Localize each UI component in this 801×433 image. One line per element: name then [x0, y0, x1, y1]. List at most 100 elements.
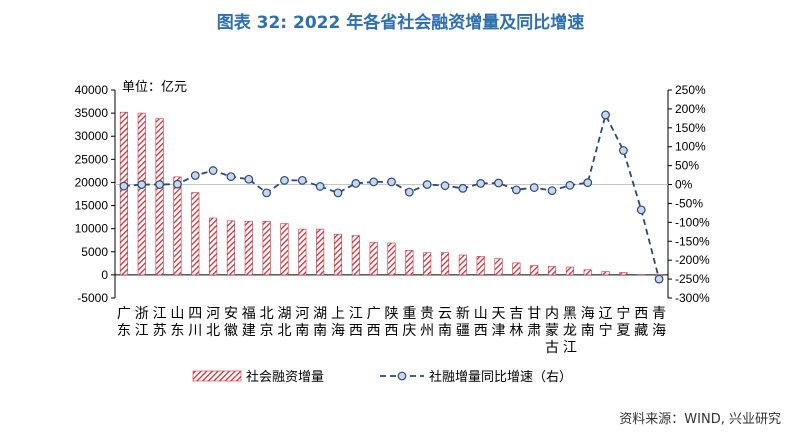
bar	[333, 233, 343, 276]
category-label: 山西	[474, 306, 488, 339]
category-label: 山东	[170, 306, 184, 339]
category-label: 天津	[492, 306, 506, 339]
growth-point	[458, 183, 468, 193]
growth-point	[529, 183, 539, 192]
growth-point	[476, 179, 486, 188]
bar	[405, 250, 414, 276]
growth-point	[583, 178, 593, 188]
category-label: 西藏	[634, 306, 648, 339]
bar	[440, 252, 450, 276]
growth-point	[369, 177, 379, 187]
bar-series	[119, 111, 664, 277]
growth-point	[119, 181, 129, 191]
right-tick-label: -150%	[675, 234, 710, 248]
right-tick-label: -250%	[675, 272, 710, 286]
right-tick-label: -100%	[675, 215, 710, 229]
unit-label: 单位：亿元	[122, 80, 188, 95]
growth-point	[565, 180, 575, 190]
right-tick-label: -300%	[675, 291, 710, 305]
bar	[316, 228, 325, 276]
right-tick-label: 100%	[675, 140, 706, 154]
bar	[369, 242, 378, 276]
growth-point	[619, 146, 628, 155]
left-tick-label: 20000	[75, 175, 109, 189]
bar	[548, 266, 557, 276]
category-label: 吉林	[509, 306, 523, 339]
right-tick-label: -50%	[675, 196, 703, 210]
growth-point	[636, 205, 646, 215]
growth-point	[226, 172, 236, 182]
bar	[173, 176, 182, 276]
bar	[280, 223, 289, 276]
category-label: 河北	[206, 306, 220, 339]
growth-point	[190, 171, 200, 180]
category-label: 辽宁	[599, 306, 613, 339]
bar	[494, 258, 503, 276]
growth-point	[155, 180, 164, 189]
category-label: 湖北	[277, 306, 291, 339]
bar	[209, 217, 218, 276]
bar	[476, 256, 485, 276]
category-label: 新疆	[456, 306, 470, 339]
growth-point	[351, 179, 361, 188]
growth-point	[137, 180, 147, 189]
bar	[423, 252, 432, 276]
left-tick-label: 35000	[75, 106, 109, 120]
right-tick-label: 0%	[675, 178, 693, 192]
left-tick-label: 30000	[75, 129, 109, 143]
bar	[119, 111, 128, 276]
bar	[155, 118, 164, 276]
bar	[244, 220, 253, 276]
category-label: 黑龙江	[563, 306, 577, 356]
left-tick-label: -5000	[77, 291, 108, 305]
bar	[458, 254, 467, 276]
legend: 社会融资增量 社融增量同比增速（右）	[192, 369, 572, 385]
bar	[137, 112, 146, 276]
left-tick-label: 40000	[75, 83, 109, 97]
bar	[298, 228, 307, 276]
right-tick-label: -200%	[675, 253, 710, 267]
category-label: 安徽	[224, 306, 238, 339]
category-label: 广西	[367, 306, 381, 339]
growth-point	[208, 166, 218, 175]
category-label: 浙江	[135, 306, 149, 339]
bar	[565, 266, 574, 276]
bar	[351, 235, 360, 276]
growth-point	[387, 177, 396, 187]
category-label: 广东	[117, 306, 131, 339]
category-label: 上海	[331, 306, 345, 339]
right-tick-label: 50%	[675, 159, 699, 173]
bar	[530, 265, 539, 276]
category-label: 四川	[188, 306, 202, 339]
category-label: 宁夏	[616, 305, 630, 339]
right-tick-label: 200%	[675, 102, 706, 116]
growth-point	[654, 274, 664, 284]
growth-point	[333, 188, 343, 198]
category-label: 青海	[652, 306, 666, 339]
left-tick-label: 5000	[81, 245, 108, 259]
right-tick-label: 150%	[675, 121, 706, 135]
growth-point	[494, 178, 503, 188]
left-tick-label: 10000	[75, 222, 109, 236]
bar	[191, 192, 200, 276]
right-tick-label: 250%	[675, 83, 706, 97]
growth-point	[173, 179, 182, 189]
legend-line-marker	[397, 371, 407, 381]
bar	[583, 269, 592, 276]
bar	[619, 272, 628, 276]
growth-point	[404, 187, 414, 197]
legend-line-label: 社融增量同比增速（右）	[429, 369, 572, 385]
category-label: 江苏	[153, 306, 167, 339]
bar	[262, 220, 271, 276]
legend-bar-swatch	[192, 370, 242, 382]
category-labels: 广东浙江江苏山东四川河北安徽福建北京湖北河南湖南上海江西广西陕西重庆贵州云南新疆…	[117, 305, 666, 356]
category-label: 贵州	[420, 306, 434, 339]
category-label: 云南	[438, 306, 452, 339]
growth-point	[547, 186, 557, 195]
category-label: 湖南	[313, 306, 327, 339]
line-series	[119, 110, 664, 284]
growth-point	[315, 182, 325, 191]
growth-point	[601, 110, 610, 120]
left-tick-label: 25000	[75, 152, 109, 166]
